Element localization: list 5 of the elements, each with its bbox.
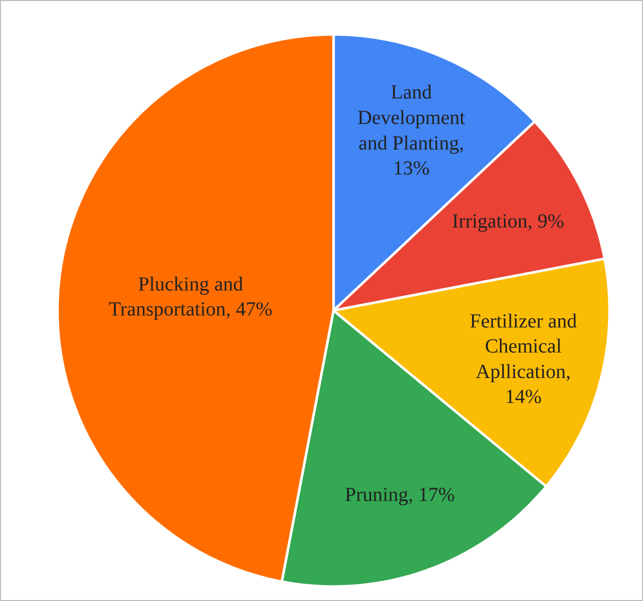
slice-label: Land Development and Planting, 13% <box>357 82 466 180</box>
slice-label: Fertilizer and Chemical Apllication, 14% <box>470 310 577 408</box>
slice-label: Pruning, 17% <box>344 484 455 506</box>
slice-label: Plucking and Transportation, 47% <box>108 273 272 321</box>
slice-label: Irrigation, 9% <box>452 210 564 233</box>
